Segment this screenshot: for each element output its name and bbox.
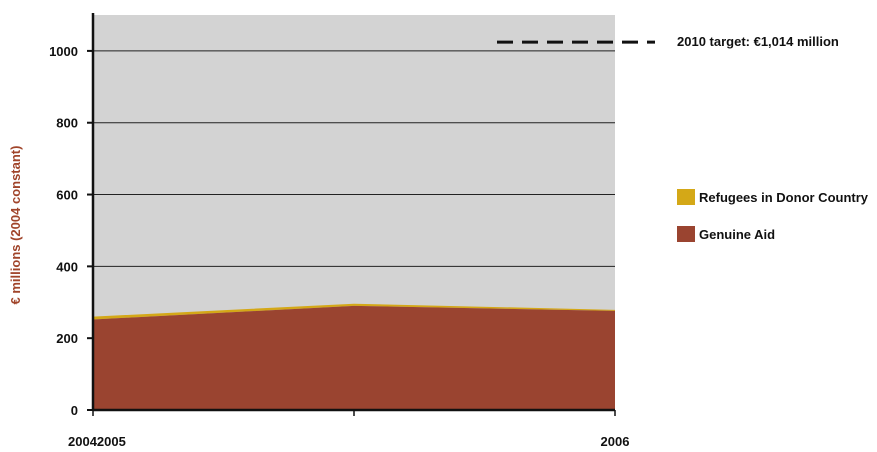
y-tick-label-1000: 1000: [49, 44, 78, 59]
y-tick-label-600: 600: [56, 188, 78, 203]
y-axis-label: € millions (2004 constant): [8, 146, 23, 305]
legend-swatch-genuine-aid: [677, 226, 695, 242]
y-tick-label-0: 0: [71, 403, 78, 418]
area-genuine-aid: [93, 305, 615, 410]
area-refugees-in-donor-country: [93, 303, 615, 320]
x-tick-label-last: 2006: [601, 434, 630, 449]
x-tick-label-first: 20042005: [68, 434, 126, 449]
target-annotation: 2010 target: €1,014 million: [497, 34, 839, 49]
legend-label-genuine-aid: Genuine Aid: [699, 227, 775, 242]
legend-swatch-refugees-in-donor-country: [677, 189, 695, 205]
area-series: [93, 303, 615, 410]
y-tick-label-800: 800: [56, 116, 78, 131]
axes: [87, 13, 616, 416]
legend: Refugees in Donor Country Genuine Aid: [677, 189, 869, 242]
y-tick-label-400: 400: [56, 259, 78, 274]
target-label: 2010 target: €1,014 million: [677, 34, 839, 49]
y-tick-labels: 0 200 400 600 800 1000: [49, 44, 78, 418]
y-tick-label-200: 200: [56, 331, 78, 346]
x-tick-labels: 20042005 2006: [68, 434, 629, 449]
legend-label-refugees-in-donor-country: Refugees in Donor Country: [699, 190, 869, 205]
